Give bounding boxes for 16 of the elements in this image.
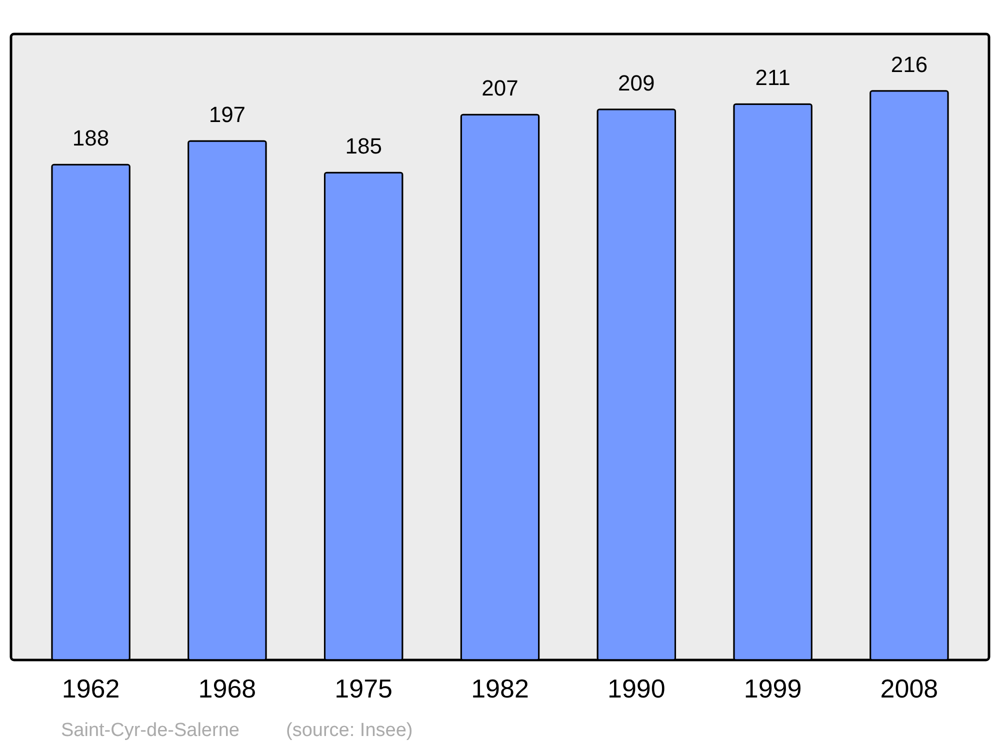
x-tick-label: 1990: [607, 674, 666, 704]
data-label: 216: [890, 52, 928, 77]
text: Saint-Cyr-de-Salerne: [61, 720, 240, 741]
x-tick-label: 2008: [880, 674, 938, 704]
x-tick-label: 1962: [62, 674, 120, 704]
x-tick-label: 1982: [471, 674, 529, 704]
x-tick-label: 1975: [334, 674, 393, 704]
text: (source: Insee): [286, 720, 413, 741]
data-label: 211: [755, 65, 790, 90]
data-label: 188: [72, 126, 110, 151]
x-tick-label: 1999: [744, 674, 802, 704]
data-label: 207: [482, 76, 518, 101]
x-tick-label: 1968: [198, 674, 256, 704]
data-label: 185: [345, 134, 382, 159]
data-label: 209: [618, 70, 655, 96]
data-label: 197: [208, 102, 246, 127]
